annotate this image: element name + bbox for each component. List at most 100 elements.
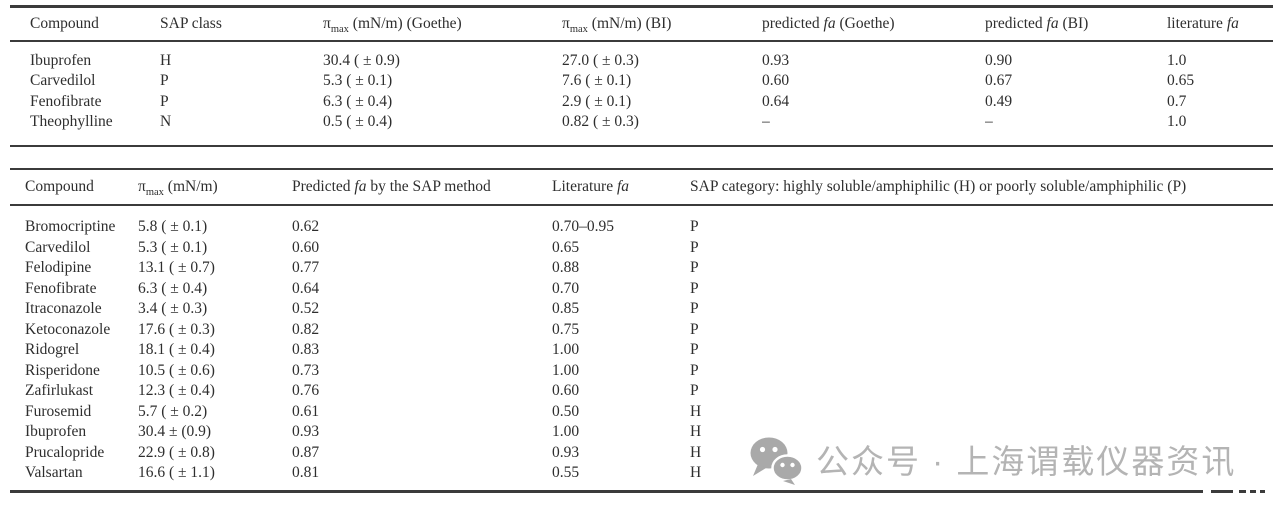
- table-cell: 18.1 ( ± 0.4): [138, 341, 215, 358]
- header-text: predicted: [762, 14, 824, 32]
- table-cell: H: [690, 402, 702, 420]
- table-cell: –: [762, 112, 985, 147]
- table-row: Carvedilol P 5.3 ( ± 0.1) 7.6 ( ± 0.1) 0.60 0…: [10, 71, 1273, 92]
- header-text: SAP class: [160, 14, 222, 32]
- table-row: Furosemid 5.7 ( ± 0.2) 0.61 0.50 H: [10, 402, 1273, 423]
- table2-body: Bromocriptine 5.8 ( ± 0.1) 0.62 0.70–0.95 P C…: [10, 205, 1273, 484]
- italic-text: fa: [616, 178, 630, 195]
- header-text: (mN/m): [163, 178, 218, 195]
- table-cell: Ibuprofen: [30, 51, 92, 69]
- table-header-row: Compound SAP class πmax (mN/m) (Goethe) πma…: [10, 5, 1273, 42]
- column-header: SAP category: highly soluble/amphiphilic…: [690, 168, 1273, 206]
- header-text: (Goethe): [835, 14, 895, 32]
- table1-body: Ibuprofen H 30.4 ( ± 0.9) 27.0 ( ± 0.3) 0.93…: [10, 41, 1273, 147]
- watermark-text: 公众号 · 上海谓载仪器资讯: [816, 442, 1237, 480]
- header-text: Literature: [552, 178, 617, 195]
- table-cell: 17.6 ( ± 0.3): [138, 320, 215, 338]
- table-cell: 0.65: [1167, 72, 1195, 89]
- table-row: Fenofibrate P 6.3 ( ± 0.4) 2.9 ( ± 0.1) 0.64…: [10, 92, 1273, 113]
- table-cell: 10.5 ( ± 0.6): [138, 361, 215, 379]
- table-cell: 12.3 ( ± 0.4): [138, 382, 215, 399]
- table-cell: 0.87: [292, 443, 320, 461]
- table2-header: Compound πmax (mN/m) Predicted fa by the S…: [10, 168, 1273, 206]
- table-row: Itraconazole 3.4 ( ± 0.3) 0.52 0.85 P: [10, 299, 1273, 320]
- table-cell: Prucalopride: [25, 443, 105, 461]
- table-row: Risperidone 10.5 ( ± 0.6) 0.73 1.00 P: [10, 361, 1273, 382]
- table2-bottom-rule: [10, 490, 1273, 493]
- subscript-text: max: [145, 187, 164, 199]
- table-cell: 16.6 ( ± 1.1): [138, 464, 215, 481]
- rule-segment: [1239, 490, 1246, 493]
- rule-segment: [10, 490, 1203, 493]
- table-cell: H: [690, 464, 702, 481]
- table-cell: 2.9 ( ± 0.1): [562, 92, 632, 110]
- subscript-text: max: [330, 23, 349, 35]
- table-cell: 7.6 ( ± 0.1): [562, 72, 632, 89]
- table1-header: Compound SAP class πmax (mN/m) (Goethe) πma…: [10, 5, 1273, 42]
- header-text: Compound: [25, 178, 94, 195]
- table-cell: P: [160, 72, 169, 89]
- table-cell: 0.90: [985, 51, 1013, 69]
- table-row: Zafirlukast 12.3 ( ± 0.4) 0.76 0.60 P: [10, 381, 1273, 402]
- table-cell: 0.70–0.95: [552, 218, 614, 235]
- table-cell: 0.76: [292, 382, 320, 399]
- table-cell: 1.0: [1167, 51, 1187, 69]
- table-cell: 30.4 ± (0.9): [138, 423, 212, 440]
- table-cell: Carvedilol: [25, 238, 91, 256]
- table-cell: Carvedilol: [30, 72, 96, 89]
- table-cell: 0.7: [1167, 92, 1187, 110]
- table-cell: 0.5 ( ± 0.4): [323, 112, 562, 147]
- header-text: literature: [1167, 14, 1227, 32]
- sap-prediction-table: Compound πmax (mN/m) Predicted fa by the S…: [10, 168, 1273, 484]
- table-cell: 0.64: [292, 279, 320, 297]
- table-row: Theophylline N 0.5 ( ± 0.4) 0.82 ( ± 0.3) – –…: [10, 112, 1273, 147]
- table-cell: 0.50: [552, 402, 580, 420]
- table-cell: 0.60: [762, 72, 790, 89]
- table-cell: Ibuprofen: [25, 423, 87, 440]
- subscript-text: max: [569, 23, 588, 35]
- table-cell: P: [690, 361, 699, 379]
- table-cell: Theophylline: [10, 112, 160, 147]
- table-row: Fenofibrate 6.3 ( ± 0.4) 0.64 0.70 P: [10, 279, 1273, 300]
- table-cell: –: [985, 112, 1167, 147]
- header-text: (mN/m) (BI): [587, 14, 672, 32]
- table-cell: 0.49: [985, 92, 1013, 110]
- column-header: πmax (mN/m) (BI): [562, 5, 762, 42]
- table-cell: H: [690, 443, 702, 461]
- table-cell: 0.65: [552, 238, 580, 256]
- table-cell: Risperidone: [25, 361, 100, 379]
- table-cell: Felodipine: [25, 259, 92, 276]
- column-header: Compound: [10, 5, 160, 42]
- table-cell: 0.61: [292, 402, 320, 420]
- table-cell: 0.75: [552, 320, 580, 338]
- table-cell: 30.4 ( ± 0.9): [323, 51, 400, 69]
- table-cell: 0.64: [762, 92, 790, 110]
- header-text: Compound: [30, 14, 99, 32]
- table-cell: H: [160, 51, 172, 69]
- table-cell: 0.93: [762, 51, 790, 69]
- table-row: Bromocriptine 5.8 ( ± 0.1) 0.62 0.70–0.95 P: [10, 205, 1273, 238]
- table-cell: Valsartan: [25, 464, 83, 481]
- table-cell: P: [690, 238, 699, 256]
- table-cell: Itraconazole: [25, 300, 102, 317]
- table-cell: Fenofibrate: [30, 92, 102, 110]
- sap-goethe-bi-comparison-table: Compound SAP class πmax (mN/m) (Goethe) πma…: [10, 5, 1273, 147]
- table-row: Ibuprofen 30.4 ± (0.9) 0.93 1.00 H: [10, 422, 1273, 443]
- table-cell: 13.1 ( ± 0.7): [138, 259, 215, 276]
- table-cell: 0.83: [292, 341, 320, 358]
- table-cell: 0.52: [292, 300, 320, 317]
- table-cell: 3.4 ( ± 0.3): [138, 300, 208, 317]
- column-header: SAP class: [160, 5, 323, 42]
- italic-text: fa: [1226, 14, 1239, 32]
- table-cell: P: [690, 382, 699, 399]
- table-cell: 0.60: [292, 238, 320, 256]
- table-cell: 0.67: [985, 72, 1013, 89]
- table-cell: 0.70: [552, 279, 580, 297]
- table-header-row: Compound πmax (mN/m) Predicted fa by the S…: [10, 168, 1273, 206]
- column-header: literature fa: [1167, 5, 1273, 42]
- rule-segment: [1211, 490, 1233, 493]
- italic-text: fa: [823, 14, 836, 32]
- table-cell: P: [690, 279, 699, 297]
- header-text: (mN/m) (Goethe): [348, 14, 462, 32]
- table-cell: 1.0: [1167, 112, 1273, 147]
